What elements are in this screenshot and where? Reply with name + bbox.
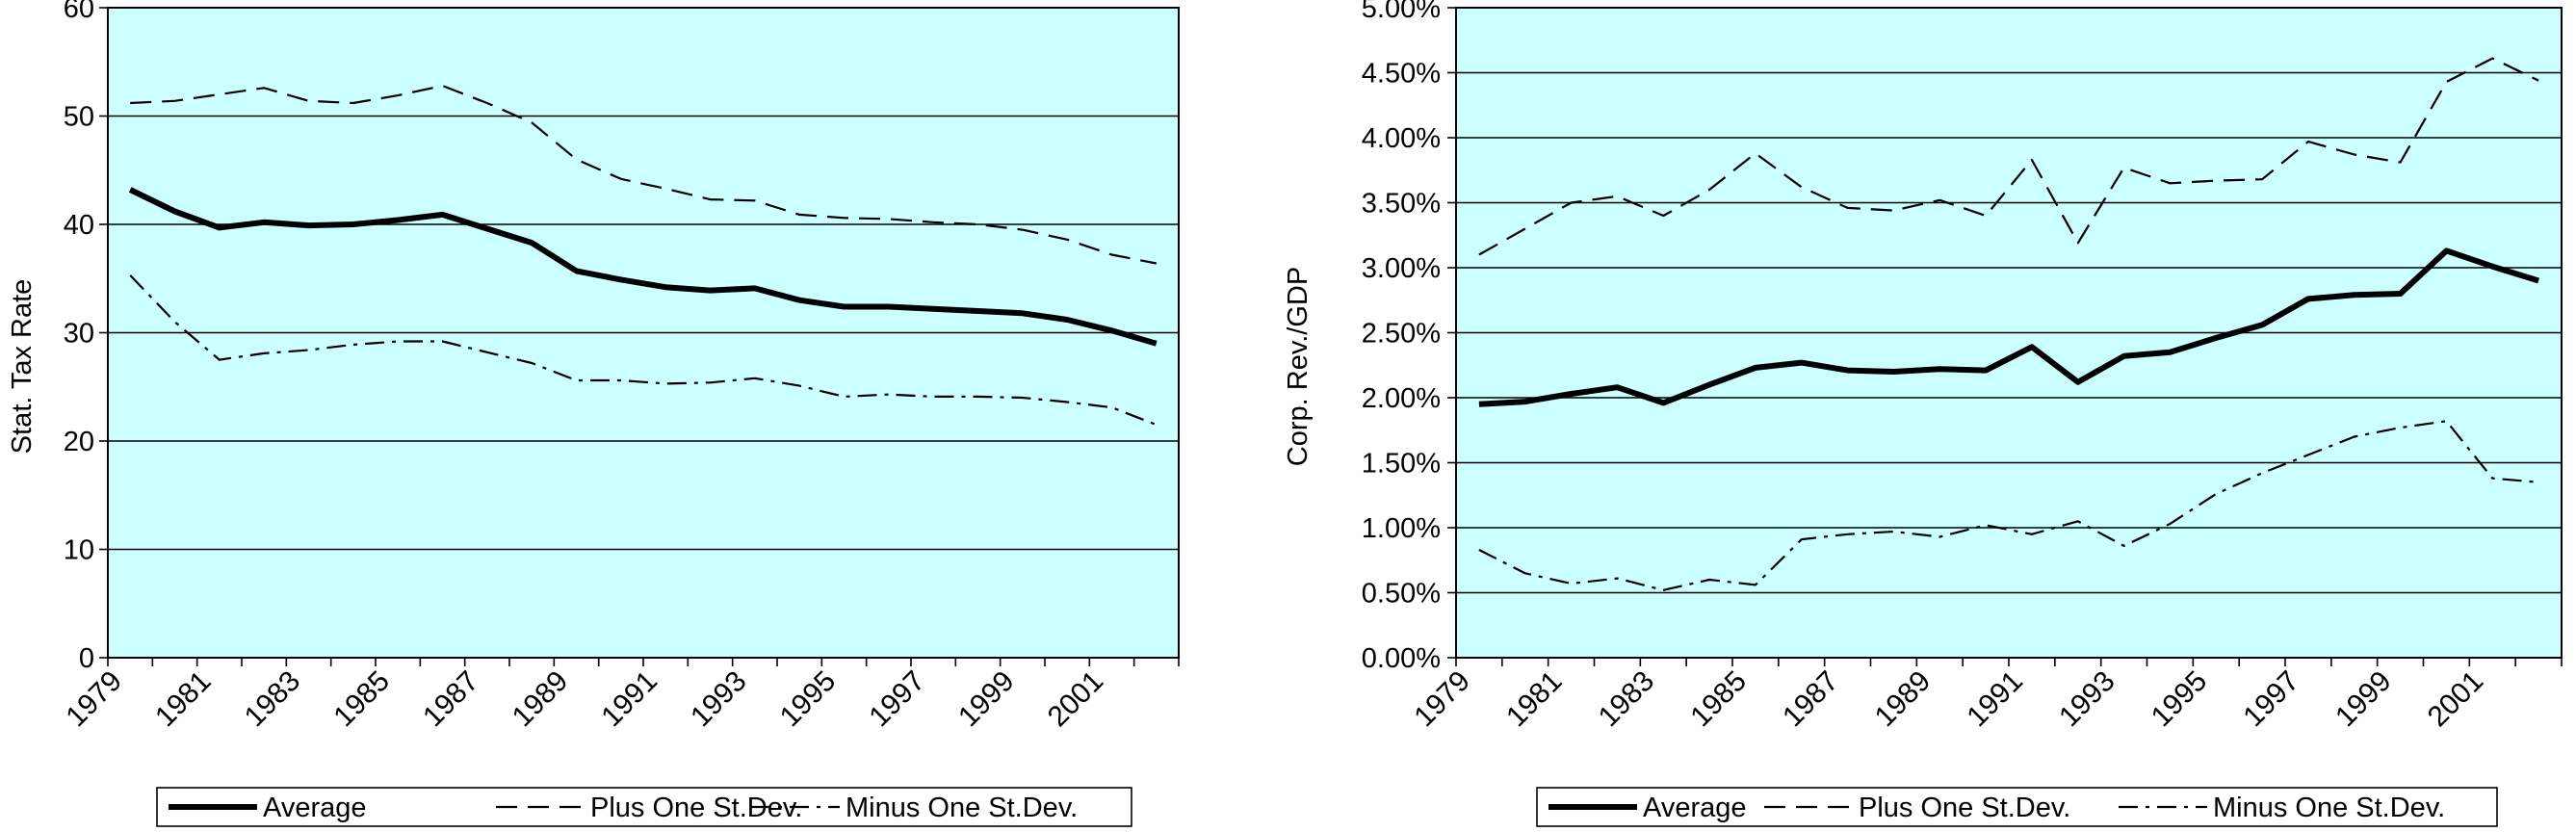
legend-label: Plus One St.Dev. xyxy=(590,793,802,823)
legend-box xyxy=(156,787,1132,827)
y-tick-label: 40 xyxy=(64,210,94,241)
x-tick-label: 2001 xyxy=(2422,665,2490,734)
x-tick-label: 1979 xyxy=(60,665,128,734)
series-line-average xyxy=(128,187,1158,347)
x-tick-label: 1997 xyxy=(863,665,931,734)
x-tick-label: 1997 xyxy=(2237,665,2305,734)
y-tick-label: 1.50% xyxy=(1362,449,1441,480)
y-tick-label: 2.50% xyxy=(1362,319,1441,350)
x-tick-label: 1989 xyxy=(1869,665,1938,734)
x-tick-label: 1979 xyxy=(1408,665,1476,734)
legend-label: Minus One St.Dev. xyxy=(2213,793,2445,823)
x-tick-label: 1993 xyxy=(685,665,753,734)
legend: Average Plus One St.Dev. Minus One St.Dev. xyxy=(1536,787,2498,827)
x-tick-label: 1985 xyxy=(327,665,396,734)
series-line-average xyxy=(1478,247,2539,407)
x-tick-label: 1999 xyxy=(952,665,1021,734)
y-tick-label: 1.00% xyxy=(1362,513,1441,544)
y-tick-label: 10 xyxy=(64,535,94,566)
y-axis-label: Stat. Tax Rate xyxy=(7,279,38,455)
chart-2: 0.00% 0.50% 1.00% 1.50% 2.00% 2.50% 3.00% 3.50%… xyxy=(1283,0,2563,827)
x-tick-label: 1983 xyxy=(239,665,307,734)
x-tick-label: 1983 xyxy=(1593,665,1661,734)
x-tick-label: 1981 xyxy=(1500,665,1569,734)
x-tick-label: 1987 xyxy=(417,665,485,734)
x-tick-label: 1995 xyxy=(774,665,843,734)
y-tick-label: 4.00% xyxy=(1362,123,1441,154)
series-line-plus-one-st-dev- xyxy=(1478,57,2539,256)
y-tick-label: 3.50% xyxy=(1362,189,1441,220)
legend-label: Average xyxy=(1643,793,1747,823)
legend-label: Plus One St.Dev. xyxy=(1859,793,2070,823)
x-tick-label: 1987 xyxy=(1777,665,1845,734)
y-tick-label: 50 xyxy=(64,102,94,133)
x-tick-label: 1981 xyxy=(149,665,218,734)
y-tick-label: 5.00% xyxy=(1362,0,1441,24)
y-tick-label: 30 xyxy=(64,319,94,350)
series-line-plus-one-st-dev- xyxy=(130,84,1158,265)
y-tick-label: 0.00% xyxy=(1362,643,1441,674)
x-tick-label: 1985 xyxy=(1684,665,1753,734)
legend-label: Average xyxy=(263,793,367,823)
x-tick-label: 1991 xyxy=(595,665,664,734)
y-tick-label: 60 xyxy=(64,0,94,24)
legend-label: Minus One St.Dev. xyxy=(846,793,1078,823)
x-tick-label: 1993 xyxy=(2053,665,2121,734)
x-tick-label: 1991 xyxy=(1961,665,2029,734)
y-tick-label: 20 xyxy=(64,427,94,457)
x-tick-label: 2001 xyxy=(1042,665,1110,734)
x-tick-label: 1999 xyxy=(2329,665,2398,734)
x-tick-label: 1995 xyxy=(2146,665,2214,734)
legend-box xyxy=(1536,787,2498,827)
y-axis-label: Corp. Rev./GDP xyxy=(1283,267,1314,466)
series-line-minus-one-st-dev- xyxy=(129,274,1158,427)
y-tick-label: 2.00% xyxy=(1362,383,1441,414)
y-tick-label: 4.50% xyxy=(1362,59,1441,90)
chart-1: 0 10 20 30 40 50 60 1979 1981 1983 1985 1987 1989 199… xyxy=(7,0,1180,827)
y-tick-label: 0 xyxy=(79,643,94,674)
y-tick-label: 0.50% xyxy=(1362,579,1441,610)
x-tick-label: 1989 xyxy=(507,665,575,734)
y-tick-label: 3.00% xyxy=(1362,253,1441,284)
legend: Average Plus One St.Dev. Minus One St.Dev. xyxy=(156,787,1132,827)
series-line-minus-one-st-dev- xyxy=(1478,420,2539,591)
